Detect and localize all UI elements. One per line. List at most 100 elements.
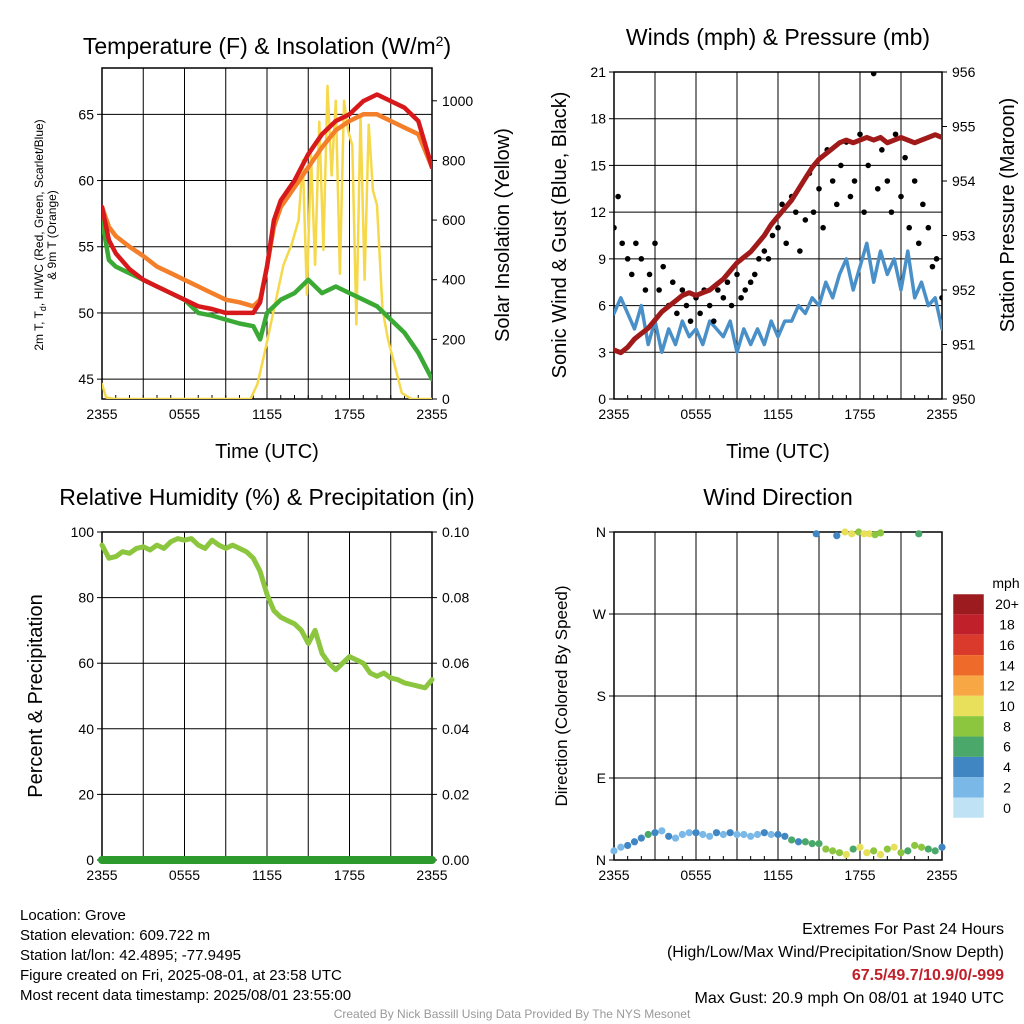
wind-direction-point	[856, 843, 864, 851]
speed-colorbar: mph 20+ 18 16 14 12 10 8 6 4 2 0	[952, 575, 1020, 819]
wind-direction-point	[808, 840, 816, 848]
wind-direction-point	[865, 530, 874, 538]
recent-data-timestamp: Most recent data timestamp: 2025/08/01 2…	[20, 987, 352, 1004]
wind-direction-point	[860, 530, 868, 538]
wind-direction-point	[871, 531, 879, 539]
temp-y-tick-label: 60	[78, 173, 94, 189]
wind-y2-tick-label: 954	[952, 173, 976, 189]
wind-direction-point	[931, 847, 939, 855]
wind-direction-point	[617, 843, 625, 851]
temp-y2-tick-label: 0	[442, 391, 450, 407]
colorbar-label: 2	[1003, 779, 1011, 795]
wind-gust-point	[865, 162, 871, 169]
wind-direction-point	[610, 847, 618, 855]
dir-x-tick-label: 0555	[680, 867, 711, 883]
wind-direction-point	[883, 845, 891, 853]
wind-direction-point	[848, 530, 856, 538]
extremes-summary: Extremes For Past 24 Hours (High/Low/Max…	[667, 918, 1004, 1010]
wind-gust-point	[669, 279, 676, 286]
wind-y2-tick-label: 953	[952, 228, 976, 244]
wind-gust-point	[833, 201, 840, 208]
rh-y2-tick-label: 0.02	[442, 786, 469, 802]
wind-speed-line	[614, 241, 942, 355]
temp-series-layer	[102, 84, 432, 399]
wind-gust-point	[660, 263, 666, 270]
wind-direction-point	[692, 829, 700, 837]
colorbar-label: 6	[1003, 739, 1011, 755]
dir-y-tick-label: N	[596, 852, 606, 868]
wind-gust-point	[646, 271, 653, 278]
rh-x-tick-label: 2355	[86, 867, 117, 883]
wind-direction-point	[706, 832, 714, 840]
temp-y-tick-label: 65	[78, 106, 94, 122]
wind-direction-point	[699, 830, 707, 839]
wind-gust-point	[888, 209, 895, 215]
wind-direction-point	[760, 829, 768, 837]
wind-y-tick-label: 12	[590, 204, 606, 220]
wind-gust-point	[734, 271, 740, 278]
wind-gust-point	[847, 193, 854, 200]
colorbar-swatch	[953, 797, 984, 818]
wind-gust-point	[911, 178, 918, 184]
temp-plot-frame	[101, 67, 433, 400]
wind-gust-point	[861, 209, 867, 215]
rh-y2-tick-label: 0.04	[442, 721, 469, 737]
wind-y-tick-label: 18	[590, 111, 606, 127]
colorbar-label: 8	[1003, 718, 1011, 734]
wind-y2-tick-label: 952	[952, 282, 976, 298]
wind-direction-point	[644, 830, 652, 839]
dir-y-tick-label: W	[593, 606, 607, 622]
temp-y2-tick-label: 1000	[442, 93, 473, 109]
wind-direction-point	[788, 836, 796, 844]
wind-direction-point	[924, 845, 932, 853]
wind-direction-point	[658, 827, 666, 835]
wind-gust-point	[797, 248, 803, 254]
wind-gust-point	[925, 224, 932, 231]
colorbar-swatch	[953, 695, 984, 717]
wind-gust-point	[769, 232, 776, 239]
wind-y2-tick-label: 956	[952, 64, 976, 80]
wind-gust-point	[902, 154, 908, 161]
wind-y-axis-label: Sonic Wind & Gust (Blue, Black)	[549, 92, 571, 379]
wind-direction-point	[911, 841, 919, 850]
wind-gust-point	[715, 287, 721, 293]
wind-gust-point	[838, 162, 844, 169]
rh-y2-tick-label: 0.08	[442, 590, 469, 606]
colorbar-swatch	[953, 777, 984, 798]
wind-gust-point	[802, 217, 809, 223]
wind-x-tick-label: 2355	[926, 406, 957, 422]
dir-y-tick-label: S	[597, 688, 606, 704]
wind-series-layer	[614, 72, 942, 356]
relative-humidity-line	[99, 536, 435, 691]
wind-gust-point	[874, 185, 881, 192]
wind-direction-point	[794, 838, 803, 846]
wind-gust-point	[884, 178, 891, 184]
wind-y2-axis-label: Station Pressure (Maroon)	[997, 98, 1019, 333]
wind-x-tick-label: 0555	[680, 406, 711, 422]
wind-gust-point	[829, 178, 836, 184]
wind-gust-point	[933, 256, 940, 262]
station-pressure-line	[614, 132, 942, 356]
wind-gust-point	[939, 294, 942, 301]
wind-direction-point	[897, 849, 905, 857]
temp-y2-axis-label: Solar Insolation (Yellow)	[492, 128, 514, 342]
temperature-insolation-panel: 2355 0555 1155 1755 2355 45 50 55 60 65 0 200 400 600…	[78, 67, 473, 422]
wind-direction-point	[651, 829, 659, 837]
wind-x-tick-label: 1755	[844, 406, 875, 422]
wind-gust-point	[710, 318, 717, 324]
temp-series-solar-insolation	[102, 84, 432, 399]
colorbar-label: 4	[1003, 759, 1011, 775]
rh-y2-tick-label: 0.00	[442, 852, 469, 868]
wind-direction-point	[624, 841, 632, 850]
station-latlon: Station lat/lon: 42.4895; -77.9495	[20, 947, 242, 964]
colorbar-swatch	[953, 614, 984, 635]
wind-gust-point	[816, 185, 822, 192]
dir-x-tick-label: 1155	[763, 867, 793, 883]
dir-x-tick-label: 2355	[598, 867, 629, 883]
colorbar-label: 10	[999, 698, 1015, 714]
wind-direction-point	[829, 847, 837, 855]
dir-y-axis-label: Direction (Colored By Speed)	[552, 585, 571, 806]
wind-direction-point	[719, 830, 727, 839]
rh-x-tick-label: 1755	[334, 867, 365, 883]
